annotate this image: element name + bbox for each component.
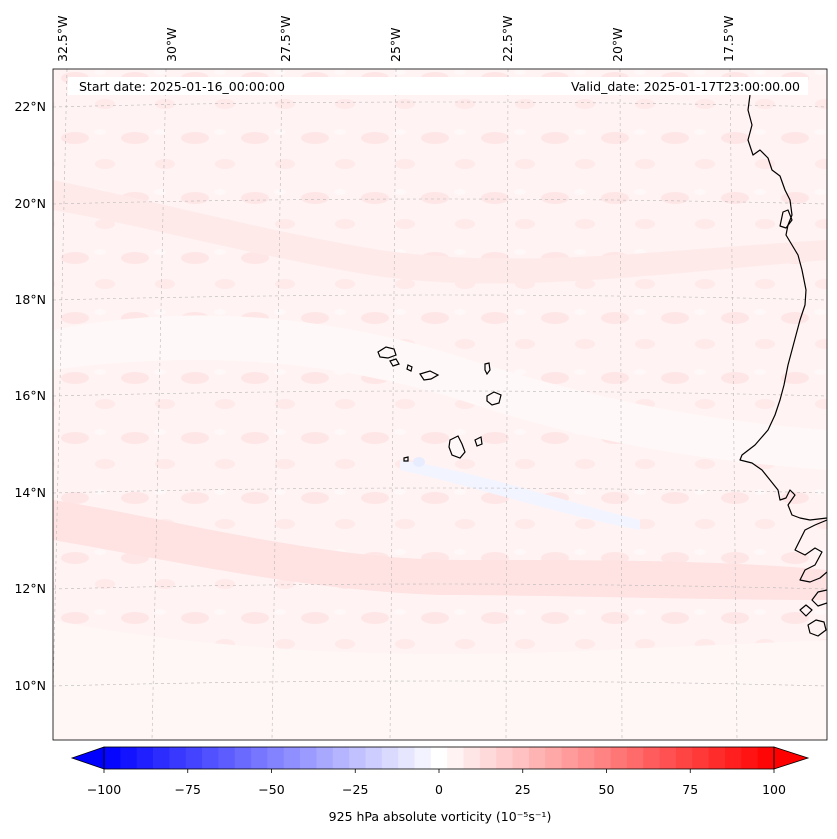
- colorbar-tick-label: −75: [175, 782, 201, 797]
- graticule: [53, 69, 827, 740]
- colorbar-segment: [234, 747, 252, 769]
- colorbar-segment: [692, 747, 710, 769]
- colorbar-tick-label: −100: [87, 782, 121, 797]
- colorbar-segment: [136, 747, 154, 769]
- map-frame: [52, 68, 828, 741]
- colorbar-segment: [120, 747, 138, 769]
- colorbar-tick-label: −50: [258, 782, 284, 797]
- header-box: [68, 77, 808, 95]
- vorticity-field: [53, 69, 827, 740]
- lat-tick-label: 16°N: [14, 388, 46, 403]
- lat-tick-label: 14°N: [14, 485, 46, 500]
- colorbar-segment: [757, 747, 775, 769]
- colorbar-segment: [381, 747, 399, 769]
- colorbar-segment: [283, 747, 301, 769]
- colorbar-segment: [577, 747, 595, 769]
- colorbar-segment: [251, 747, 269, 769]
- coastline: [739, 94, 827, 637]
- colorbar-segment: [430, 747, 448, 769]
- colorbar-segment: [153, 747, 170, 769]
- colorbar-segment: [659, 747, 677, 769]
- colorbar-segment: [610, 747, 628, 769]
- colorbar-segment: [414, 747, 432, 769]
- colorbar-segment: [365, 747, 383, 769]
- colorbar-segment: [512, 747, 530, 769]
- colorbar-segment: [741, 747, 759, 769]
- colorbar-segment: [643, 747, 661, 769]
- lon-tick-label: 20°W: [610, 27, 625, 62]
- valid-date-label: Valid_date: 2025-01-17T23:00:00.00: [571, 79, 800, 94]
- lon-tick-label: 30°W: [164, 27, 179, 62]
- colorbar-segment: [545, 747, 563, 769]
- colorbar-segment: [300, 747, 318, 769]
- colorbar-segment: [496, 747, 514, 769]
- colorbar-segment: [267, 747, 285, 769]
- lat-tick-label: 22°N: [14, 99, 46, 114]
- lat-tick-label: 10°N: [14, 678, 46, 693]
- colorbar-segment: [479, 747, 497, 769]
- start-date-label: Start date: 2025-01-16_00:00:00: [79, 79, 285, 94]
- lon-tick-label: 17.5°W: [721, 16, 736, 62]
- colorbar-tick-label: 50: [599, 782, 615, 797]
- colorbar-segment: [332, 747, 350, 769]
- colorbar-tick-label: 0: [435, 782, 443, 797]
- colorbar-segment: [349, 747, 367, 769]
- colorbar-segment: [398, 747, 416, 769]
- colorbar-segment: [561, 747, 579, 769]
- colorbar-segment: [463, 747, 481, 769]
- colorbar-segment: [626, 747, 644, 769]
- colorbar-extend-min: [70, 746, 105, 770]
- colorbar-segment: [202, 747, 219, 769]
- colorbar-segment: [218, 747, 236, 769]
- colorbar-segment: [708, 747, 726, 769]
- lon-tick-label: 25°W: [388, 27, 403, 62]
- lat-tick-label: 18°N: [14, 292, 46, 307]
- colorbar-segment: [185, 747, 203, 769]
- lon-tick-label: 32.5°W: [55, 16, 70, 62]
- colorbar-segment: [528, 747, 546, 769]
- cape-verde-islands: [377, 346, 502, 467]
- colorbar-segment: [594, 747, 612, 769]
- colorbar-segment: [316, 747, 334, 769]
- colorbar-segment: [675, 747, 693, 769]
- longitude-labels: 32.5°W 30°W 27.5°W 25°W 22.5°W 20°W 17.5°W: [55, 16, 736, 62]
- colorbar-segment: [104, 747, 121, 769]
- colorbar-ticks: −100 −75 −50 −25 0 25 50 75 100: [87, 769, 786, 797]
- colorbar-segment: [724, 747, 742, 769]
- colorbar: [70, 746, 810, 770]
- lat-tick-label: 12°N: [14, 581, 46, 596]
- colorbar-tick-label: 100: [762, 782, 786, 797]
- colorbar-segment: [169, 747, 187, 769]
- lat-tick-label: 20°N: [14, 196, 46, 211]
- colorbar-tick-label: 25: [515, 782, 531, 797]
- colorbar-extend-max: [773, 746, 810, 770]
- colorbar-tick-label: −25: [342, 782, 368, 797]
- colorbar-title: 925 hPa absolute vorticity (10⁻⁵s⁻¹): [329, 809, 552, 824]
- lon-tick-label: 27.5°W: [278, 16, 293, 62]
- colorbar-tick-label: 75: [682, 782, 698, 797]
- lon-tick-label: 22.5°W: [500, 16, 515, 62]
- latitude-labels: 22°N 20°N 18°N 16°N 14°N 12°N 10°N: [14, 99, 46, 693]
- colorbar-segment: [447, 747, 465, 769]
